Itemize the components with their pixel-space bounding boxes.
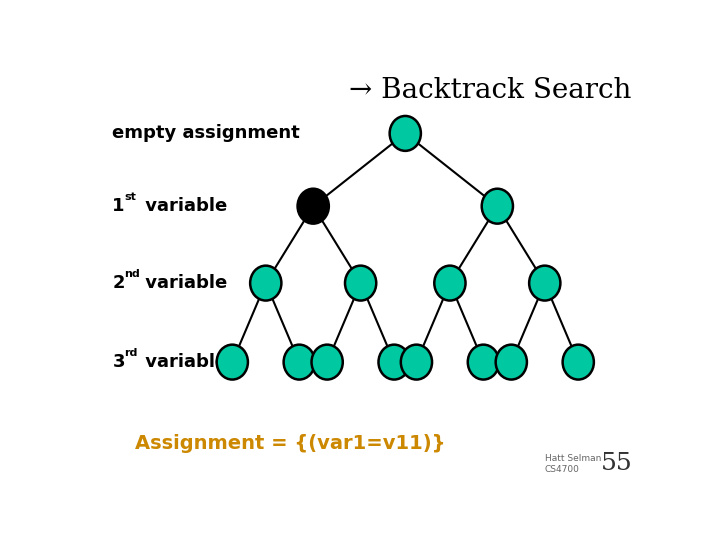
Ellipse shape <box>562 345 594 380</box>
Ellipse shape <box>390 116 421 151</box>
Ellipse shape <box>482 188 513 224</box>
Text: nd: nd <box>125 269 140 279</box>
Ellipse shape <box>379 345 410 380</box>
Text: 2: 2 <box>112 274 125 292</box>
Ellipse shape <box>495 345 527 380</box>
Text: empty assignment: empty assignment <box>112 124 300 143</box>
Ellipse shape <box>434 266 466 301</box>
Ellipse shape <box>529 266 560 301</box>
Text: Hatt Selman
CS4700: Hatt Selman CS4700 <box>545 454 601 474</box>
Text: variable: variable <box>139 197 228 215</box>
Text: variable: variable <box>139 274 228 292</box>
Ellipse shape <box>284 345 315 380</box>
Text: 3: 3 <box>112 353 125 371</box>
Text: → Backtrack Search: → Backtrack Search <box>349 77 631 104</box>
Text: rd: rd <box>125 348 138 358</box>
Text: Assignment = {(var1=v11)}: Assignment = {(var1=v11)} <box>135 434 445 453</box>
Ellipse shape <box>250 266 282 301</box>
Ellipse shape <box>345 266 377 301</box>
Ellipse shape <box>468 345 499 380</box>
Ellipse shape <box>217 345 248 380</box>
Ellipse shape <box>401 345 432 380</box>
Ellipse shape <box>312 345 343 380</box>
Text: 55: 55 <box>600 453 632 475</box>
Ellipse shape <box>297 188 329 224</box>
Text: 1: 1 <box>112 197 125 215</box>
Text: st: st <box>125 192 137 202</box>
Text: variable: variable <box>139 353 228 371</box>
